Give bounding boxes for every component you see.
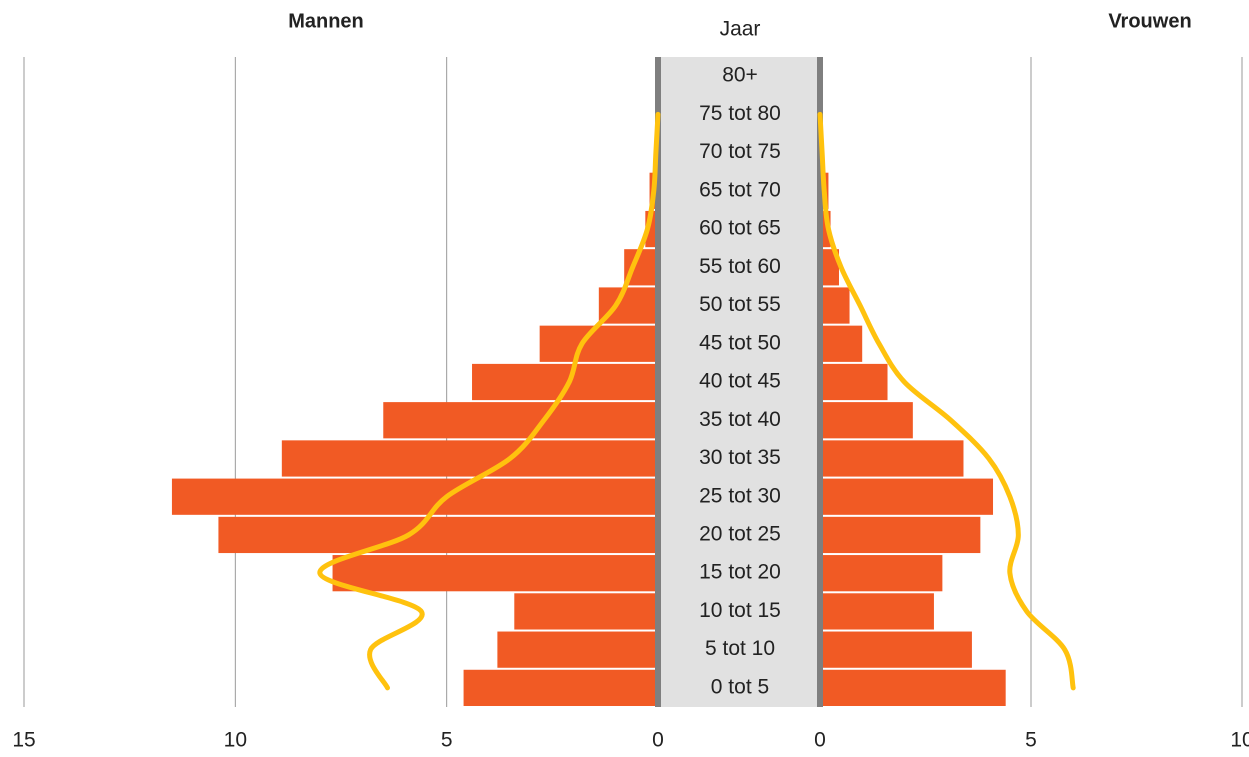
category-label: 75 tot 80 <box>699 102 781 125</box>
category-label: 5 tot 10 <box>705 637 775 660</box>
x-tick-label: 15 <box>12 729 35 752</box>
comparison-line <box>317 111 661 691</box>
comparison-line <box>817 111 1076 691</box>
category-label: 80+ <box>722 64 758 87</box>
bar <box>281 440 658 477</box>
x-tick-label: 10 <box>1230 729 1249 752</box>
center-band <box>658 57 820 707</box>
bar <box>218 516 658 554</box>
category-label: 0 tot 5 <box>711 675 769 698</box>
x-tick-label: 0 <box>652 729 664 752</box>
category-label: 25 tot 30 <box>699 484 781 507</box>
category-label: 55 tot 60 <box>699 255 781 278</box>
bar <box>820 402 913 439</box>
category-label: 15 tot 20 <box>699 561 781 584</box>
bar <box>820 516 981 554</box>
category-label: 45 tot 50 <box>699 331 781 354</box>
center-border <box>655 57 661 707</box>
left-title: Mannen <box>288 10 364 32</box>
bar <box>463 669 658 706</box>
bar <box>332 555 658 592</box>
bar <box>820 210 831 248</box>
bar <box>472 363 658 401</box>
x-tick-label: 10 <box>224 729 247 752</box>
category-label: 20 tot 25 <box>699 522 781 545</box>
bar <box>820 363 888 401</box>
category-label: 70 tot 75 <box>699 140 781 163</box>
right-title: Vrouwen <box>1108 10 1191 32</box>
bar <box>514 593 658 630</box>
center-title: Jaar <box>720 18 761 41</box>
category-label: 65 tot 70 <box>699 178 781 201</box>
category-label: 10 tot 15 <box>699 599 781 622</box>
bar <box>820 631 972 668</box>
bar <box>820 440 964 477</box>
x-tick-label: 0 <box>814 729 826 752</box>
x-tick-label: 5 <box>441 729 453 752</box>
center-border <box>817 57 823 707</box>
bar <box>820 669 1006 706</box>
bar <box>497 631 658 668</box>
category-label: 30 tot 35 <box>699 446 781 469</box>
category-label: 60 tot 65 <box>699 217 781 240</box>
bar <box>539 325 658 362</box>
bar <box>820 478 994 515</box>
category-label: 50 tot 55 <box>699 293 781 316</box>
bar <box>820 593 934 630</box>
bar <box>171 478 658 515</box>
x-tick-label: 5 <box>1025 729 1037 752</box>
bar <box>820 555 943 592</box>
bar <box>383 402 658 439</box>
category-label: 35 tot 40 <box>699 408 781 431</box>
bar <box>820 325 863 362</box>
category-label: 40 tot 45 <box>699 370 781 393</box>
bar <box>820 287 850 324</box>
bar <box>820 249 839 286</box>
